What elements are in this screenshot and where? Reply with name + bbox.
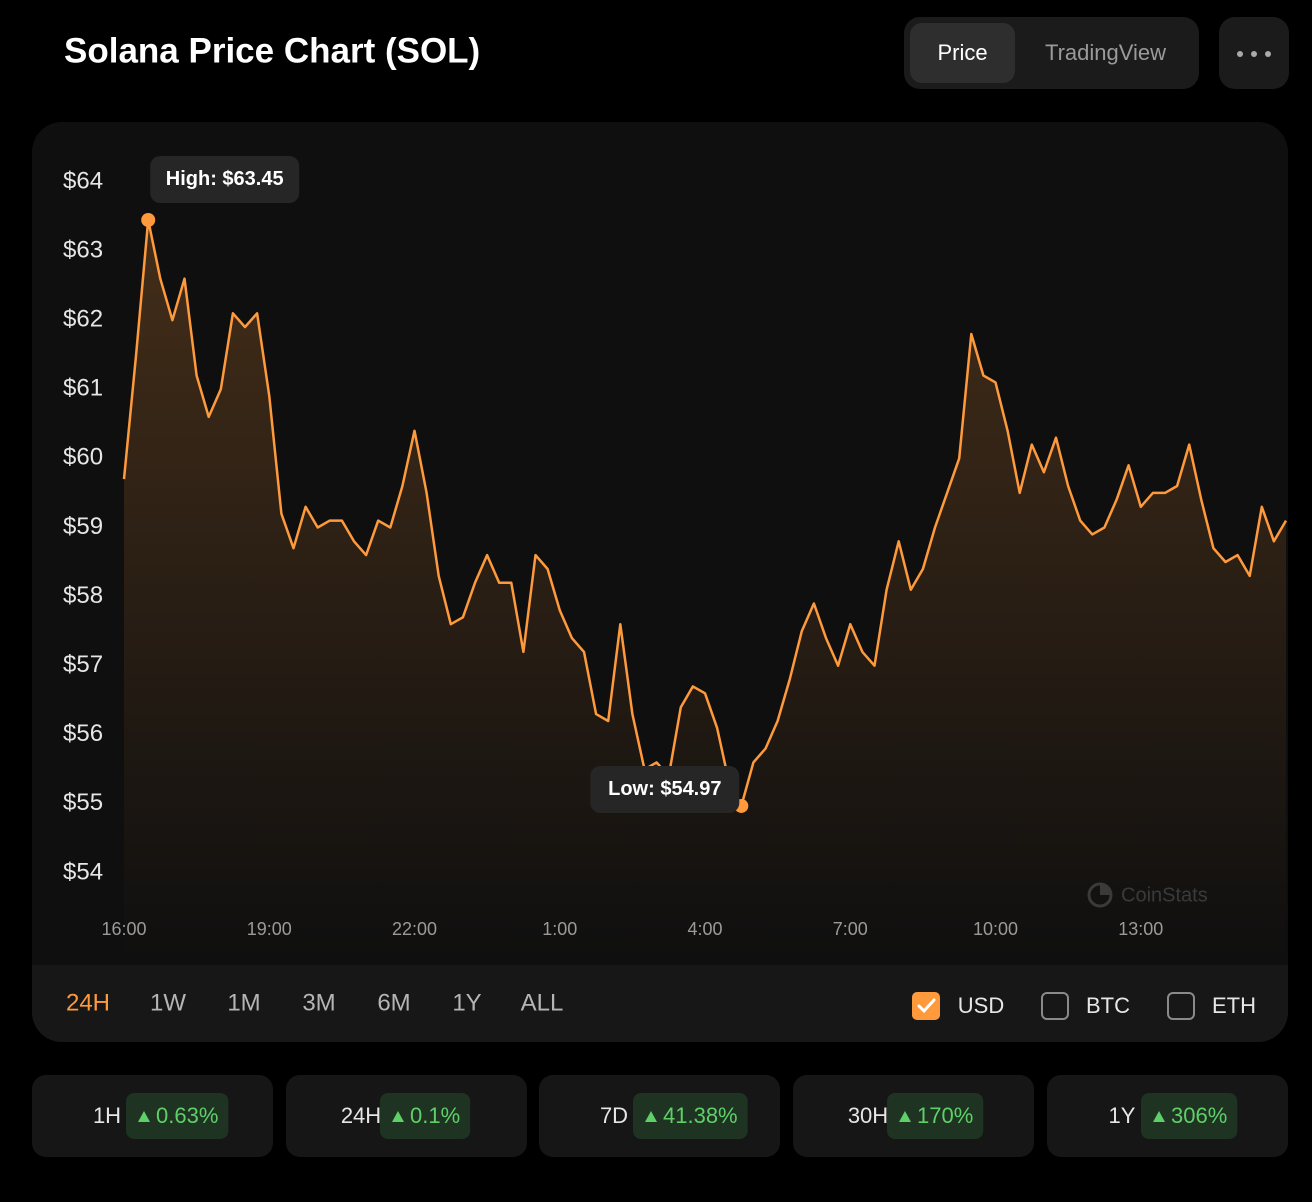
- period-button[interactable]: ALL: [521, 989, 564, 1016]
- checkbox-checked[interactable]: [912, 992, 940, 1020]
- change-pill: [126, 1093, 229, 1139]
- annotation-label: Low: $54.97: [608, 778, 721, 800]
- y-tick-label: $63: [63, 236, 103, 263]
- change-pill: [380, 1093, 471, 1139]
- tab[interactable]: TradingView: [1045, 40, 1166, 65]
- stat-change: 170%: [917, 1103, 973, 1128]
- price-line: [122, 218, 1288, 808]
- y-tick-label: $54: [63, 858, 103, 885]
- tab-active-bg: [910, 23, 1015, 83]
- change-pill: [887, 1093, 984, 1139]
- period-button[interactable]: 3M: [302, 989, 335, 1016]
- stat-change: 0.1%: [410, 1103, 460, 1128]
- annotation-box: [150, 156, 300, 204]
- up-arrow: [899, 1111, 911, 1122]
- watermark-icon-slice: [1100, 884, 1111, 895]
- y-tick-label: $58: [63, 582, 103, 609]
- currency-label: ETH: [1212, 993, 1256, 1018]
- checkbox[interactable]: [1041, 992, 1069, 1020]
- y-tick-label: $57: [63, 651, 103, 678]
- checkmark: [917, 998, 936, 1014]
- more-dot: [1251, 51, 1257, 57]
- change-pill: [633, 1093, 748, 1139]
- y-tick-label: $60: [63, 444, 103, 471]
- period-button[interactable]: 1Y: [452, 989, 481, 1016]
- annotation-box: [590, 765, 740, 813]
- y-tick-label: $56: [63, 720, 103, 747]
- more-dot: [1237, 51, 1243, 57]
- stat-period: 7D: [600, 1103, 628, 1128]
- up-arrow: [645, 1111, 657, 1122]
- area-fill: [124, 220, 1286, 962]
- tab[interactable]: Price: [937, 40, 987, 65]
- up-arrow: [138, 1111, 150, 1122]
- period-button[interactable]: 1M: [227, 989, 260, 1016]
- stat-period: 1H: [93, 1103, 121, 1128]
- currency-label: BTC: [1086, 993, 1130, 1018]
- period-bar: [32, 965, 1288, 1042]
- up-arrow: [1153, 1111, 1165, 1122]
- stat-period: 30H: [848, 1103, 888, 1128]
- y-tick-label: $61: [63, 375, 103, 402]
- watermark: CoinStats: [1121, 884, 1208, 906]
- extreme-marker: [141, 213, 156, 228]
- stat-period: 1Y: [1109, 1103, 1136, 1128]
- y-tick-label: $62: [63, 306, 103, 333]
- y-tick-label: $64: [63, 167, 103, 194]
- period-button[interactable]: 1W: [150, 989, 186, 1016]
- stat-change: 0.63%: [156, 1103, 218, 1128]
- up-arrow: [392, 1111, 404, 1122]
- period-button[interactable]: 24H: [66, 989, 110, 1016]
- stat-period: 24H: [341, 1103, 381, 1128]
- y-tick-label: $59: [63, 513, 103, 540]
- more-dot: [1265, 51, 1271, 57]
- stat-change: 306%: [1171, 1103, 1227, 1128]
- change-pill: [1141, 1093, 1238, 1139]
- currency-label: USD: [958, 993, 1004, 1018]
- annotation-label: High: $63.45: [166, 168, 284, 190]
- y-tick-label: $55: [63, 789, 103, 816]
- period-button[interactable]: 6M: [377, 989, 410, 1016]
- page-title: Solana Price Chart (SOL): [64, 31, 480, 70]
- stat-change: 41.38%: [663, 1103, 738, 1128]
- checkbox[interactable]: [1167, 992, 1195, 1020]
